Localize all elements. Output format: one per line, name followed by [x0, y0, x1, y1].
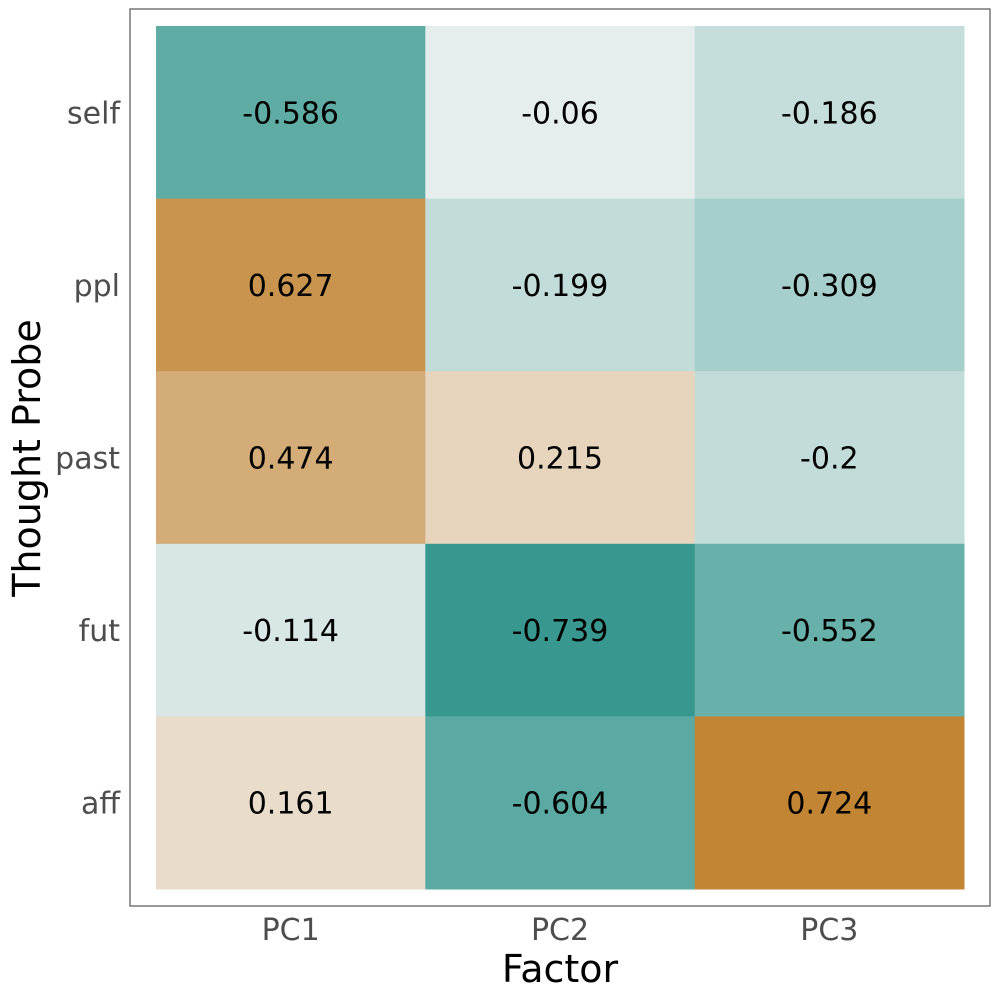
y-tick-label-self: self	[67, 96, 121, 131]
heatmap-cell-self-pc3	[694, 26, 965, 200]
x-tick-label-pc1: PC1	[262, 913, 320, 948]
heatmap-cell-aff-pc1	[156, 716, 426, 890]
cell-value-label-ppl-pc1: 0.627	[248, 269, 334, 304]
cell-value-label-aff-pc2: -0.604	[512, 787, 609, 822]
cell-value-label-self-pc1: -0.586	[242, 96, 339, 131]
heatmap-cell-past-pc1	[156, 371, 426, 545]
cell-value-labels: -0.586 -0.06 -0.186 0.627 -0.199 -0.309 0.474 0…	[242, 96, 877, 821]
cell-value-label-aff-pc3: 0.724	[786, 787, 872, 822]
x-tick-label-pc3: PC3	[800, 913, 858, 948]
x-tick-label-pc2: PC2	[531, 913, 589, 948]
x-axis-title: Factor	[502, 947, 619, 991]
cell-value-label-self-pc2: -0.06	[521, 96, 599, 131]
cell-value-label-self-pc3: -0.186	[781, 96, 878, 131]
heatmap-cell-past-pc3	[694, 371, 965, 545]
heatmap-cell-aff-pc3	[694, 716, 965, 890]
y-tick-label-aff: aff	[81, 787, 121, 822]
heatmap-cell-aff-pc2	[425, 716, 696, 890]
y-tick-label-fut: fut	[79, 614, 121, 649]
cell-value-label-past-pc3: -0.2	[800, 442, 859, 477]
y-tick-label-ppl: ppl	[74, 269, 120, 304]
cell-value-label-aff-pc1: 0.161	[248, 787, 334, 822]
heatmap-cell-ppl-pc2	[425, 198, 696, 372]
heatmap-cell-self-pc2	[425, 26, 696, 200]
x-axis-tick-labels: PC1 PC2 PC3	[262, 913, 859, 948]
y-tick-label-past: past	[55, 442, 120, 477]
cell-value-label-fut-pc1: -0.114	[242, 614, 339, 649]
cell-value-label-ppl-pc2: -0.199	[512, 269, 609, 304]
heatmap-cell-fut-pc2	[425, 543, 696, 717]
heatmap-cell-fut-pc1	[156, 543, 426, 717]
cell-value-label-ppl-pc3: -0.309	[781, 269, 878, 304]
heatmap-cell-past-pc2	[425, 371, 696, 545]
cell-value-label-past-pc1: 0.474	[248, 442, 334, 477]
heatmap-cells	[156, 26, 965, 890]
cell-value-label-past-pc2: 0.215	[517, 442, 603, 477]
cell-value-label-fut-pc2: -0.739	[512, 614, 609, 649]
heatmap-cell-ppl-pc1	[156, 198, 426, 372]
cell-value-label-fut-pc3: -0.552	[781, 614, 878, 649]
heatmap-cell-fut-pc3	[694, 543, 965, 717]
y-axis-tick-labels: self ppl past fut aff	[55, 96, 121, 821]
heatmap-cell-self-pc1	[156, 26, 426, 200]
heatmap-cell-ppl-pc3	[694, 198, 965, 372]
y-axis-title: Thought Probe	[5, 319, 49, 598]
